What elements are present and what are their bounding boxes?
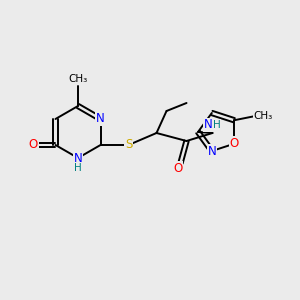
Text: O: O [173, 161, 182, 175]
Text: S: S [125, 139, 132, 152]
Text: H: H [74, 163, 82, 173]
Text: N: N [74, 152, 82, 164]
Text: O: O [29, 139, 38, 152]
Text: O: O [230, 137, 239, 150]
Text: H: H [213, 120, 220, 130]
Text: CH₃: CH₃ [254, 111, 273, 121]
Text: N: N [207, 145, 216, 158]
Text: N: N [204, 118, 213, 131]
Text: CH₃: CH₃ [68, 74, 88, 84]
Text: N: N [96, 112, 105, 125]
